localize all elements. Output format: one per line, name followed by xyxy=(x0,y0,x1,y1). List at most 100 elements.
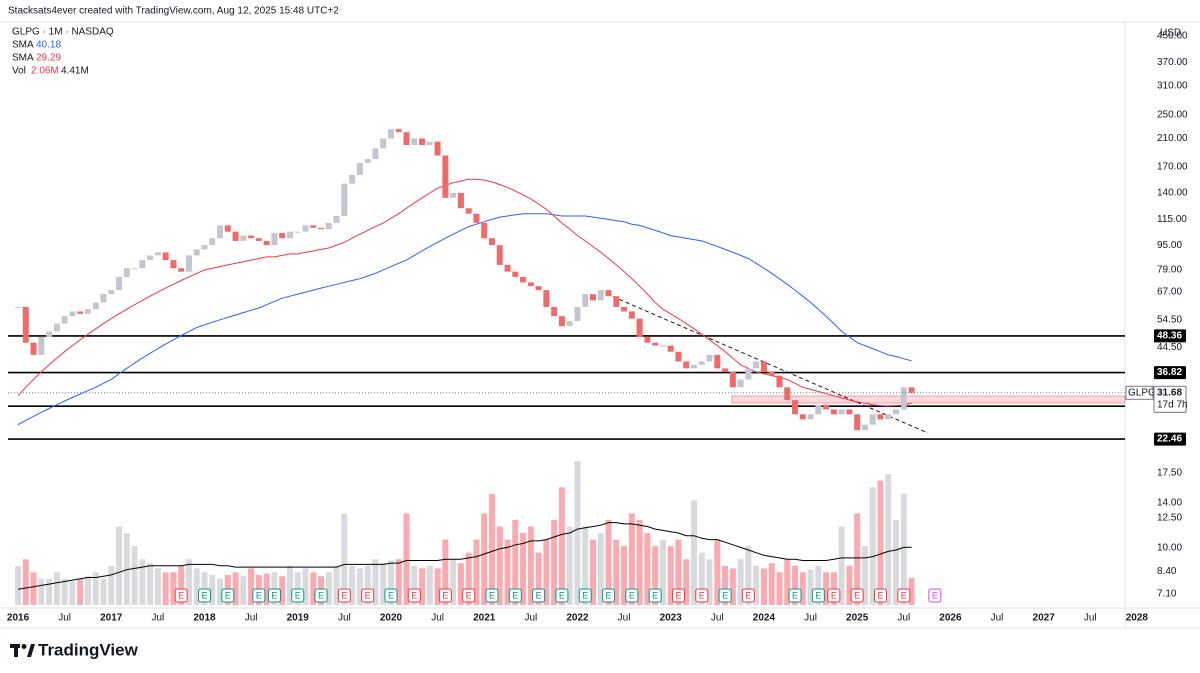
legend-name: Vol xyxy=(12,66,26,77)
candle xyxy=(815,404,822,415)
earnings-marker xyxy=(252,588,266,603)
x-tick-label: 2016 xyxy=(7,613,30,624)
candle xyxy=(854,414,861,431)
candle xyxy=(667,345,674,352)
volume-bar xyxy=(84,576,91,605)
earnings-marker xyxy=(671,588,685,603)
earnings-label: E xyxy=(256,590,262,600)
candle xyxy=(116,276,123,291)
symbol-box xyxy=(1125,385,1154,400)
candle xyxy=(683,361,690,369)
volume-bar xyxy=(457,563,464,605)
candle xyxy=(162,252,169,261)
candle xyxy=(691,364,698,369)
candle xyxy=(893,409,900,415)
candle xyxy=(473,213,480,223)
candle xyxy=(698,361,705,365)
x-tick-label: Jul xyxy=(991,613,1004,624)
earnings-marker xyxy=(291,588,305,603)
volume-bar xyxy=(248,568,255,605)
candle xyxy=(807,414,814,420)
volume-bar xyxy=(621,546,628,605)
x-tick-label: Jul xyxy=(431,613,444,624)
x-tick-label: Jul xyxy=(58,613,71,624)
candle xyxy=(613,296,620,307)
volume-bar xyxy=(232,572,239,605)
x-tick-label: 2021 xyxy=(473,613,496,624)
candle xyxy=(217,225,224,239)
y-tick-label: 14.00 xyxy=(1157,497,1182,508)
earnings-label: E xyxy=(512,590,518,600)
x-tick-label: 2025 xyxy=(846,613,869,624)
candle xyxy=(84,309,91,314)
candle xyxy=(644,336,651,343)
volume-bar xyxy=(185,559,192,605)
y-tick-label: 210.00 xyxy=(1157,133,1188,144)
candle xyxy=(333,215,340,223)
brand: TradingView xyxy=(38,640,139,659)
volume-bar xyxy=(442,539,449,605)
candle xyxy=(356,162,363,176)
y-tick-label: 8.40 xyxy=(1157,566,1177,577)
x-tick-label: 2024 xyxy=(753,613,776,624)
volume-bar xyxy=(628,513,635,605)
candle xyxy=(419,138,426,145)
earnings-label: E xyxy=(652,590,658,600)
earnings-marker xyxy=(462,588,476,603)
volume-bar xyxy=(753,565,760,605)
earnings-marker xyxy=(174,588,188,603)
candle xyxy=(255,238,262,241)
legend: GLPG · 1M · NASDAQ SMA 40.18 SMA 29.29 V… xyxy=(12,27,114,77)
volume-bar xyxy=(100,578,107,605)
earnings-label: E xyxy=(932,590,938,600)
earnings-marker xyxy=(602,588,616,603)
candle xyxy=(706,354,713,362)
candle xyxy=(263,240,270,246)
candle xyxy=(558,316,565,327)
legend-name: SMA xyxy=(12,40,34,51)
earnings-marker xyxy=(314,588,328,603)
candle xyxy=(341,183,348,216)
earnings-label: E xyxy=(295,590,301,600)
volume-bar xyxy=(488,493,495,605)
earnings-marker xyxy=(337,588,351,603)
candle xyxy=(395,129,402,133)
volume-bar xyxy=(349,565,356,605)
volume-bar xyxy=(900,493,907,605)
candle xyxy=(46,331,53,337)
volume-bar xyxy=(496,526,503,605)
candle xyxy=(442,155,449,198)
volume-bar xyxy=(22,559,29,605)
volume-bar xyxy=(92,572,99,605)
volume-bar xyxy=(240,576,247,605)
candle xyxy=(885,414,892,420)
candle xyxy=(481,222,488,239)
candle xyxy=(302,225,309,232)
earnings-marker xyxy=(407,588,421,603)
candle xyxy=(551,306,558,317)
volume-bar xyxy=(395,559,402,605)
candle xyxy=(209,238,216,246)
volume-bar xyxy=(776,572,783,605)
earnings-marker xyxy=(555,588,569,603)
volume-bar xyxy=(279,576,286,605)
candle xyxy=(776,375,783,388)
candle xyxy=(123,268,130,277)
candle xyxy=(877,414,884,420)
earnings-label: E xyxy=(831,590,837,600)
earnings-marker xyxy=(221,588,235,603)
volume-bar xyxy=(613,539,620,605)
volume-bar xyxy=(706,559,713,605)
earnings-marker xyxy=(695,588,709,603)
volume-bar xyxy=(877,480,884,605)
level-label: 36.82 xyxy=(1157,367,1182,378)
volume-bar xyxy=(302,568,309,605)
volume-bar xyxy=(209,574,216,605)
earnings-label: E xyxy=(854,590,860,600)
volume-bar xyxy=(15,565,22,605)
y-tick-label: 79.00 xyxy=(1157,265,1182,276)
earnings-label: E xyxy=(606,590,612,600)
volume-bar xyxy=(722,565,729,605)
candle xyxy=(61,316,68,324)
candle xyxy=(193,249,200,256)
